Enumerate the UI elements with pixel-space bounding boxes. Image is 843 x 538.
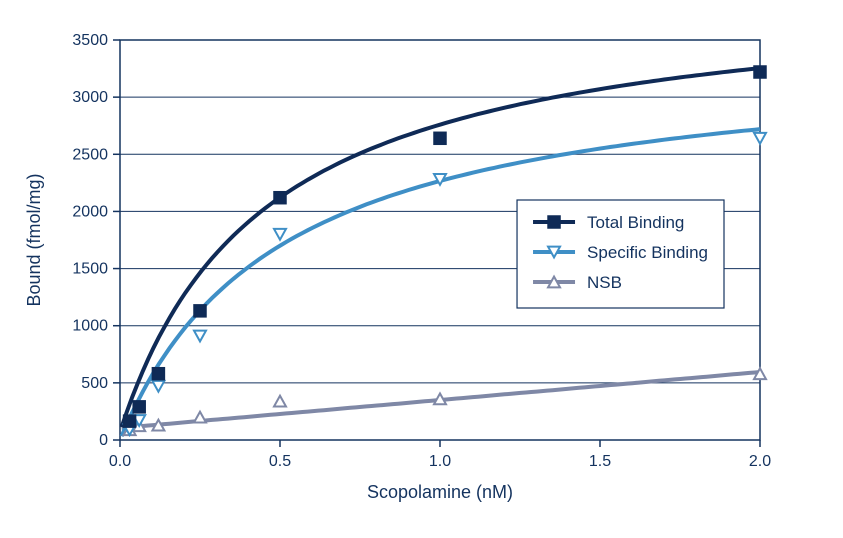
y-tick-label: 500 <box>81 375 108 392</box>
nsb-marker <box>194 412 206 423</box>
chart-svg: 0 500 1000 1500 2000 2500 3000 3500 0.0 0.5 1.0 1.5… <box>0 0 843 538</box>
total-marker <box>133 401 145 413</box>
y-tick-label: 3500 <box>72 32 108 49</box>
x-tick-label: 0.0 <box>109 453 131 470</box>
total-marker <box>194 305 206 317</box>
total-marker <box>274 192 286 204</box>
y-tick-label: 0 <box>99 432 108 449</box>
specific-marker <box>754 133 766 144</box>
total-marker <box>152 368 164 380</box>
x-tick-label: 1.0 <box>429 453 451 470</box>
y-tick-label: 3000 <box>72 89 108 106</box>
legend-label-nsb: NSB <box>587 273 622 292</box>
y-tick-label: 1500 <box>72 261 108 278</box>
nsb-marker <box>274 396 286 407</box>
x-axis-label: Scopolamine (nM) <box>367 482 513 502</box>
specific-marker <box>274 229 286 240</box>
total-marker <box>124 415 136 427</box>
legend-label-total: Total Binding <box>587 213 684 232</box>
y-tick-label: 1000 <box>72 318 108 335</box>
total-marker <box>434 132 446 144</box>
legend-label-specific: Specific Binding <box>587 243 708 262</box>
x-tick-label: 2.0 <box>749 453 771 470</box>
x-tick-label: 1.5 <box>589 453 611 470</box>
legend-total-marker <box>548 216 560 228</box>
y-axis-label: Bound (fmol/mg) <box>24 173 44 306</box>
specific-marker <box>194 331 206 342</box>
y-tick-label: 2000 <box>72 203 108 220</box>
specific-marker <box>152 381 164 392</box>
total-marker <box>754 66 766 78</box>
y-tick-label: 2500 <box>72 146 108 163</box>
x-tick-label: 0.5 <box>269 453 291 470</box>
binding-chart: 0 500 1000 1500 2000 2500 3000 3500 0.0 0.5 1.0 1.5… <box>0 0 843 538</box>
